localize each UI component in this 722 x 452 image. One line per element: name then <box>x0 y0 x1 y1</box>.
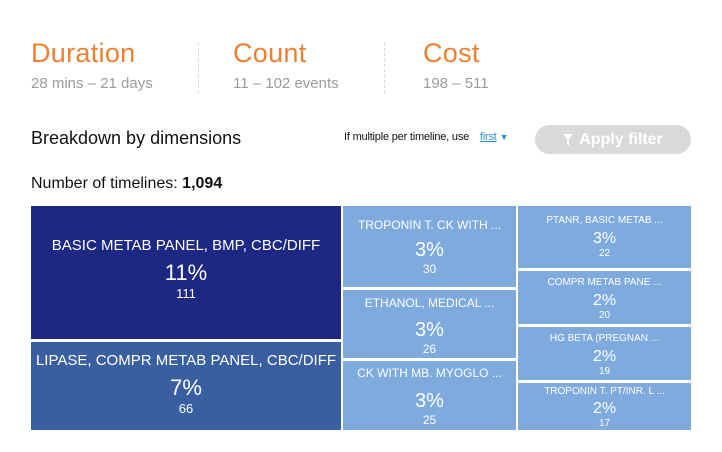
stat-title: Cost <box>423 38 480 68</box>
tile-label: HG BETA (PREGNAN ... <box>549 333 660 344</box>
treemap-tile[interactable]: ETHANOL, MEDICAL ... 3% 26 <box>343 290 516 358</box>
tile-count: 26 <box>422 342 437 356</box>
treemap-tile[interactable]: LIPASE, COMPR METAB PANEL, CBC/DIFF 7% 6… <box>31 342 341 430</box>
apply-filter-button[interactable]: Apply filter <box>535 125 691 154</box>
tile-label: COMPR METAB PANE ... <box>547 277 662 288</box>
stat-title: Count <box>233 38 307 68</box>
treemap-tile[interactable]: TROPONIN T. PT/INR. L ... 2% 17 <box>518 383 691 430</box>
tile-label: LIPASE, COMPR METAB PANEL, CBC/DIFF <box>35 352 337 369</box>
divider <box>384 43 385 93</box>
tile-count: 19 <box>598 366 611 377</box>
timelines-label: Number of timelines: <box>31 175 178 192</box>
tile-count: 66 <box>178 401 194 416</box>
tile-percent: 3% <box>592 230 617 247</box>
tile-percent: 2% <box>592 348 617 365</box>
tile-percent: 3% <box>415 319 444 341</box>
tile-percent: 7% <box>170 375 202 400</box>
tile-label: BASIC METAB PANEL, BMP, CBC/DIFF <box>51 237 321 254</box>
tile-percent: 11% <box>164 260 208 285</box>
treemap-tile[interactable]: PTANR, BASIC METAB ... 3% 22 <box>518 206 691 268</box>
tile-percent: 3% <box>415 390 444 412</box>
tile-count: 30 <box>422 262 437 276</box>
treemap-tile[interactable]: COMPR METAB PANE ... 2% 20 <box>518 271 691 324</box>
stat-range: 198 – 511 <box>423 75 489 92</box>
treemap-tile[interactable]: CK WITH MB. MYOGLO ... 3% 25 <box>343 361 516 430</box>
stat-count: Count 11 – 102 events <box>233 36 339 94</box>
multiple-label: If multiple per timeline, use <box>344 131 470 143</box>
tile-label: CK WITH MB. MYOGLO ... <box>357 366 502 380</box>
treemap-tile[interactable]: BASIC METAB PANEL, BMP, CBC/DIFF 11% 111 <box>31 206 341 339</box>
tile-label: TROPONIN T. CK WITH ... <box>357 218 502 232</box>
stat-range: 11 – 102 events <box>233 75 339 92</box>
tile-label: ETHANOL, MEDICAL ... <box>364 296 495 310</box>
apply-filter-label: Apply filter <box>579 130 663 148</box>
timelines-count: Number of timelines: 1,094 <box>31 175 222 193</box>
section-title: Breakdown by dimensions <box>31 128 242 148</box>
multiple-dropdown[interactable]: first <box>479 131 497 143</box>
treemap-tile[interactable]: TROPONIN T. CK WITH ... 3% 30 <box>343 206 516 287</box>
caret-down-icon[interactable]: ▼ <box>499 132 509 142</box>
tile-percent: 2% <box>592 292 617 309</box>
multiple-selector: If multiple per timeline, use first ▼ <box>344 131 509 143</box>
tile-label: TROPONIN T. PT/INR. L ... <box>544 386 665 397</box>
divider <box>198 43 199 93</box>
tile-label: PTANR, BASIC METAB ... <box>546 215 663 226</box>
tile-count: 111 <box>176 286 196 301</box>
tile-count: 25 <box>422 413 437 427</box>
tile-count: 17 <box>598 418 611 429</box>
filter-icon <box>563 133 574 146</box>
tile-count: 20 <box>598 310 611 321</box>
tile-percent: 2% <box>592 400 617 417</box>
tile-count: 22 <box>598 248 611 259</box>
stat-cost: Cost 198 – 511 <box>423 36 489 94</box>
stat-range: 28 mins – 21 days <box>31 75 153 92</box>
stat-title: Duration <box>31 38 136 68</box>
treemap-tile[interactable]: HG BETA (PREGNAN ... 2% 19 <box>518 327 691 380</box>
tile-percent: 3% <box>415 239 444 261</box>
timelines-value: 1,094 <box>182 175 223 192</box>
stat-duration: Duration 28 mins – 21 days <box>31 36 153 94</box>
